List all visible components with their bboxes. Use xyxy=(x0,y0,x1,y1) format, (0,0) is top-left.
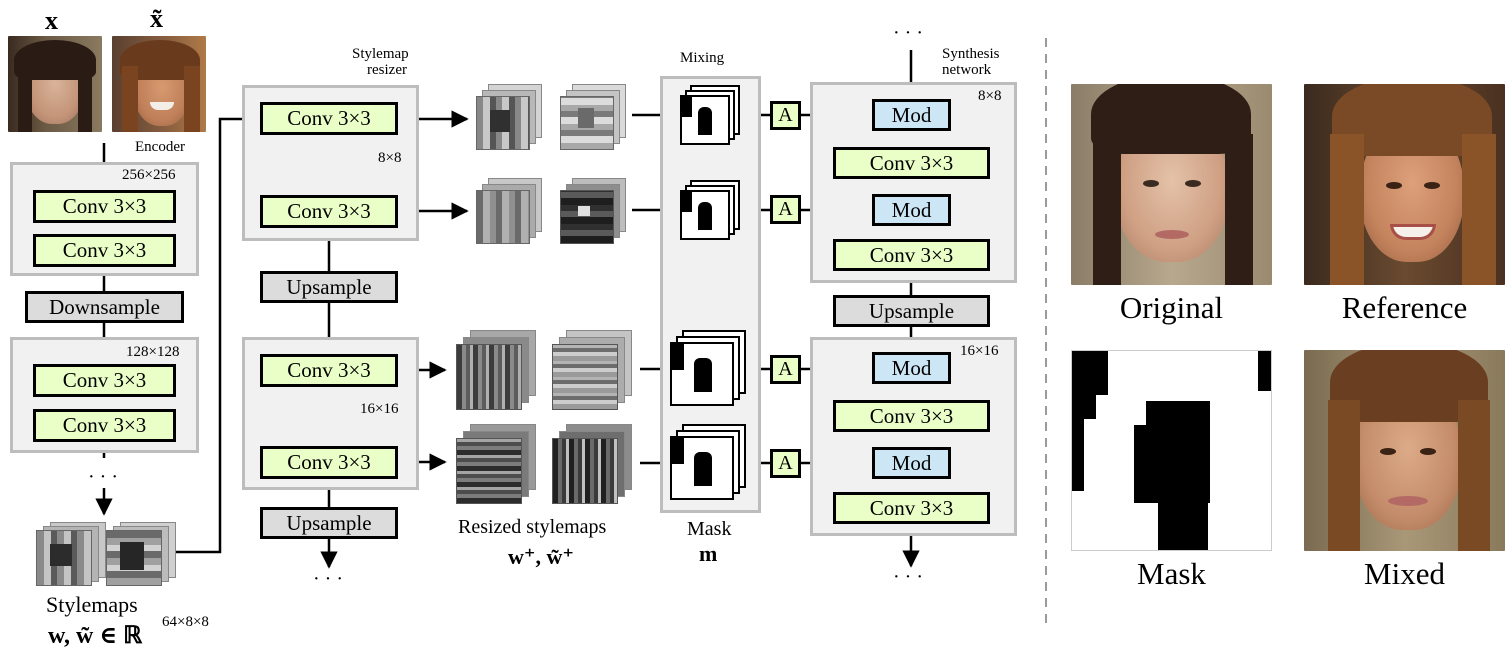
stylemap-w-stack xyxy=(36,522,106,586)
stylemaps-label: Stylemaps xyxy=(46,592,138,617)
synthesis-label-1: Synthesis xyxy=(942,46,1000,62)
original-caption: Original xyxy=(1119,290,1224,325)
synthesis-mod-3: Mod xyxy=(872,352,951,384)
stylemap-w-tilde-stack xyxy=(106,522,176,586)
synthesis-conv-4: Conv 3×3 xyxy=(833,492,990,524)
synthesis-conv-2: Conv 3×3 xyxy=(833,239,990,271)
encoder-dots: · · · xyxy=(88,466,118,488)
resizer-conv-1: Conv 3×3 xyxy=(260,102,398,135)
resizer-upsample-2: Upsample xyxy=(260,507,398,539)
original-image xyxy=(1071,84,1272,285)
reference-image xyxy=(1304,84,1505,285)
mask-stack-8-a xyxy=(680,85,742,147)
resized-stylemap-16-c xyxy=(456,424,538,504)
resizer-label-1: Stylemap xyxy=(352,46,409,62)
resizer-res-8: 8×8 xyxy=(378,150,402,166)
mask-stack-16-a xyxy=(670,330,750,410)
mixed-caption: Mixed xyxy=(1364,556,1445,591)
stylemaps-formula: w, w̃ ∈ ℝ xyxy=(48,623,143,649)
input-x-label: x xyxy=(45,6,58,35)
encoder-conv-2: Conv 3×3 xyxy=(33,234,176,267)
resized-stylemap-8-c xyxy=(476,178,542,244)
reference-face-thumbnail xyxy=(112,36,206,132)
synthesis-mod-4: Mod xyxy=(872,447,951,479)
resized-stylemaps-formula: w⁺, w̃⁺ xyxy=(508,544,574,569)
synthesis-upsample: Upsample xyxy=(833,295,990,327)
mask-caption: Mask xyxy=(1137,556,1206,591)
resized-stylemaps-label: Resized stylemaps xyxy=(458,516,607,538)
stylemaps-superscript: 64×8×8 xyxy=(162,614,209,630)
synthesis-mod-1: Mod xyxy=(872,99,951,131)
encoder-downsample: Downsample xyxy=(25,291,184,323)
synthesis-res-16: 16×16 xyxy=(960,343,999,359)
synthesis-dots-bottom: · · · xyxy=(893,566,923,588)
resized-stylemap-8-d xyxy=(560,178,626,244)
resized-stylemap-16-a xyxy=(456,330,538,410)
encoder-conv-4: Conv 3×3 xyxy=(33,409,176,442)
mixing-label: Mixing xyxy=(680,50,725,66)
original-face-thumbnail xyxy=(8,36,102,132)
synthesis-label-2: network xyxy=(942,62,992,78)
encoder-res-128: 128×128 xyxy=(126,344,180,360)
encoder-label: Encoder xyxy=(135,139,185,155)
mask-label: Mask xyxy=(687,518,732,540)
mask-stack-8-b xyxy=(680,180,742,242)
resized-stylemap-8-a xyxy=(476,84,542,150)
resized-stylemap-16-b xyxy=(552,330,634,410)
resizer-conv-2: Conv 3×3 xyxy=(260,195,398,228)
mask-symbol: m xyxy=(699,541,718,566)
mask-stack-16-b xyxy=(670,424,750,504)
synthesis-mod-2: Mod xyxy=(872,194,951,226)
affine-box-3: A xyxy=(770,355,801,384)
resizer-upsample-1: Upsample xyxy=(260,271,398,303)
mixed-image xyxy=(1304,350,1505,551)
resized-stylemap-8-b xyxy=(560,84,626,150)
resizer-conv-3: Conv 3×3 xyxy=(260,354,398,387)
synthesis-conv-3: Conv 3×3 xyxy=(833,400,990,432)
resizer-conv-4: Conv 3×3 xyxy=(260,446,398,479)
resizer-dots: · · · xyxy=(313,568,343,590)
affine-box-2: A xyxy=(770,195,801,224)
resizer-res-16: 16×16 xyxy=(360,401,399,417)
synthesis-dots-top: · · · xyxy=(893,22,923,44)
encoder-res-256: 256×256 xyxy=(122,167,176,183)
synthesis-res-8: 8×8 xyxy=(978,88,1002,104)
reference-caption: Reference xyxy=(1341,290,1468,325)
affine-box-1: A xyxy=(770,101,801,130)
affine-box-4: A xyxy=(770,449,801,478)
resizer-label-2: resizer xyxy=(367,62,407,78)
mask-image xyxy=(1071,350,1272,551)
encoder-conv-3: Conv 3×3 xyxy=(33,364,176,397)
encoder-conv-1: Conv 3×3 xyxy=(33,190,176,223)
input-x-tilde-label: x̃ xyxy=(150,4,163,33)
resized-stylemap-16-d xyxy=(552,424,634,504)
synthesis-conv-1: Conv 3×3 xyxy=(833,147,990,179)
